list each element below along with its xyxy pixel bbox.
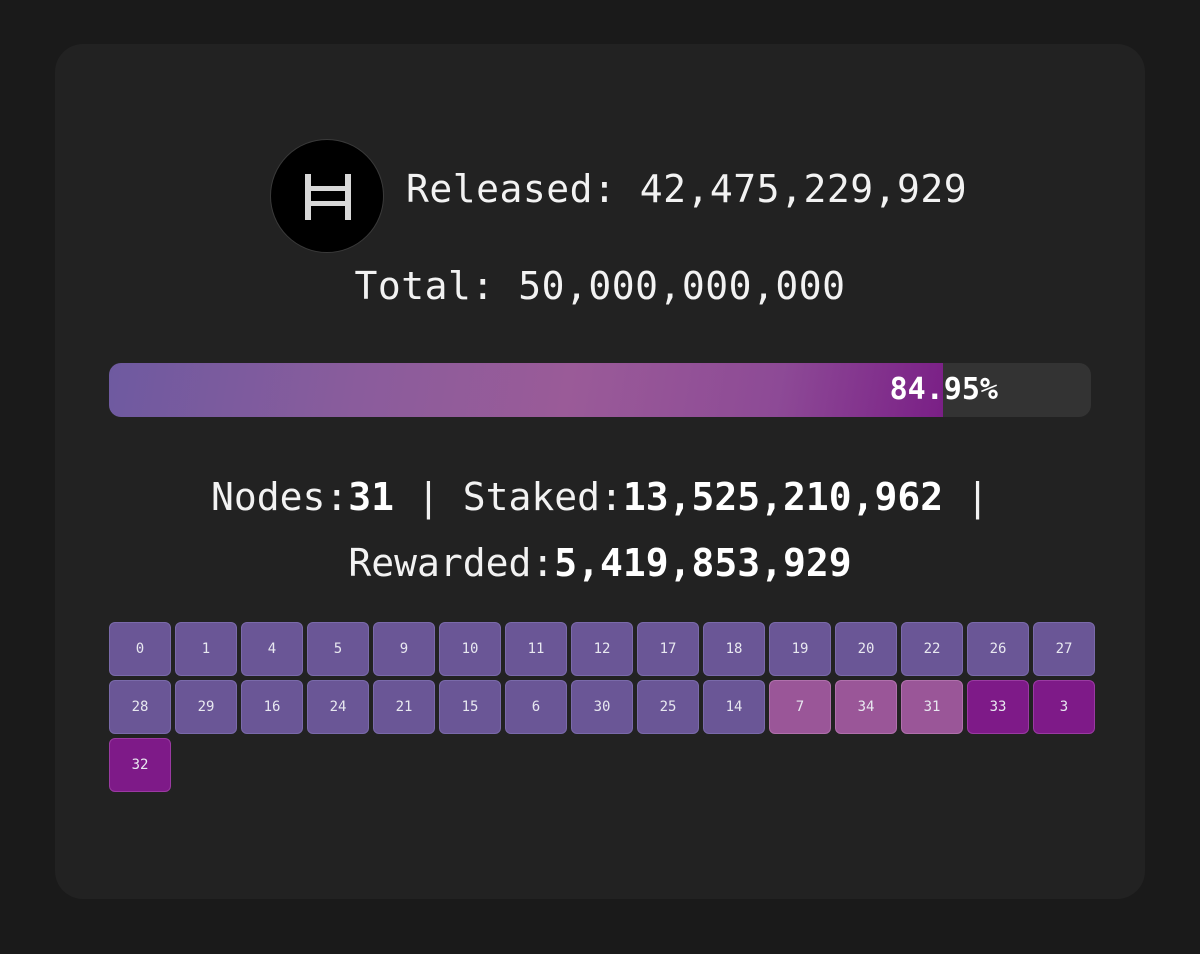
node-tile[interactable]: 25: [637, 680, 699, 734]
node-tile[interactable]: 3: [1033, 680, 1095, 734]
released-label: Released:: [406, 167, 617, 211]
node-tile[interactable]: 16: [241, 680, 303, 734]
node-tile[interactable]: 9: [373, 622, 435, 676]
progress-fill: [109, 363, 944, 417]
released-value: 42,475,229,929: [639, 167, 968, 211]
header-row: Released: 42,475,229,929: [55, 139, 1145, 255]
rewarded-value: 5,419,853,929: [554, 541, 852, 585]
node-tile[interactable]: 6: [505, 680, 567, 734]
release-progress-bar: 84.95%: [109, 363, 1091, 417]
total-value: 50,000,000,000: [518, 264, 846, 308]
node-tile[interactable]: 21: [373, 680, 435, 734]
staked-value: 13,525,210,962: [622, 475, 944, 519]
node-tile[interactable]: 28: [109, 680, 171, 734]
node-tile[interactable]: 30: [571, 680, 633, 734]
total-label: Total:: [354, 264, 495, 308]
node-tile[interactable]: 0: [109, 622, 171, 676]
stats-separator: |: [416, 475, 440, 519]
node-tile[interactable]: 32: [109, 738, 171, 792]
node-tile[interactable]: 7: [769, 680, 831, 734]
node-tile[interactable]: 5: [307, 622, 369, 676]
node-tile[interactable]: 24: [307, 680, 369, 734]
hbar-h-icon: [305, 174, 351, 220]
node-tile[interactable]: 22: [901, 622, 963, 676]
node-tile[interactable]: 33: [967, 680, 1029, 734]
node-tile[interactable]: 27: [1033, 622, 1095, 676]
staked-label: Staked:: [462, 475, 623, 519]
node-tile[interactable]: 12: [571, 622, 633, 676]
node-tile[interactable]: 10: [439, 622, 501, 676]
node-grid: 0 1 4 5 9 10 11 12 17 18 19 20 22 26 27 28 29 16 24 21 15 6 30…: [109, 622, 1099, 792]
node-tile[interactable]: 26: [967, 622, 1029, 676]
node-tile[interactable]: 19: [769, 622, 831, 676]
rewarded-label: Rewarded:: [348, 541, 555, 585]
progress-percent-label: 84.95%: [889, 372, 998, 407]
nodes-label: Nodes:: [211, 475, 349, 519]
node-tile[interactable]: 4: [241, 622, 303, 676]
network-stats: Nodes:31 | Staked:13,525,210,962 | Rewar…: [95, 464, 1105, 596]
node-tile[interactable]: 20: [835, 622, 897, 676]
node-tile[interactable]: 14: [703, 680, 765, 734]
node-tile[interactable]: 1: [175, 622, 237, 676]
released-text: Released: 42,475,229,929: [406, 167, 967, 211]
node-tile[interactable]: 18: [703, 622, 765, 676]
total-text: Total: 50,000,000,000: [55, 264, 1145, 308]
supply-card: Released: 42,475,229,929 Total: 50,000,0…: [55, 44, 1145, 899]
node-tile[interactable]: 15: [439, 680, 501, 734]
node-tile[interactable]: 29: [175, 680, 237, 734]
node-tile[interactable]: 11: [505, 622, 567, 676]
node-tile[interactable]: 34: [835, 680, 897, 734]
node-tile[interactable]: 17: [637, 622, 699, 676]
stats-separator: |: [966, 475, 989, 519]
node-tile[interactable]: 31: [901, 680, 963, 734]
hbar-logo: [270, 139, 384, 253]
nodes-value: 31: [348, 475, 395, 519]
